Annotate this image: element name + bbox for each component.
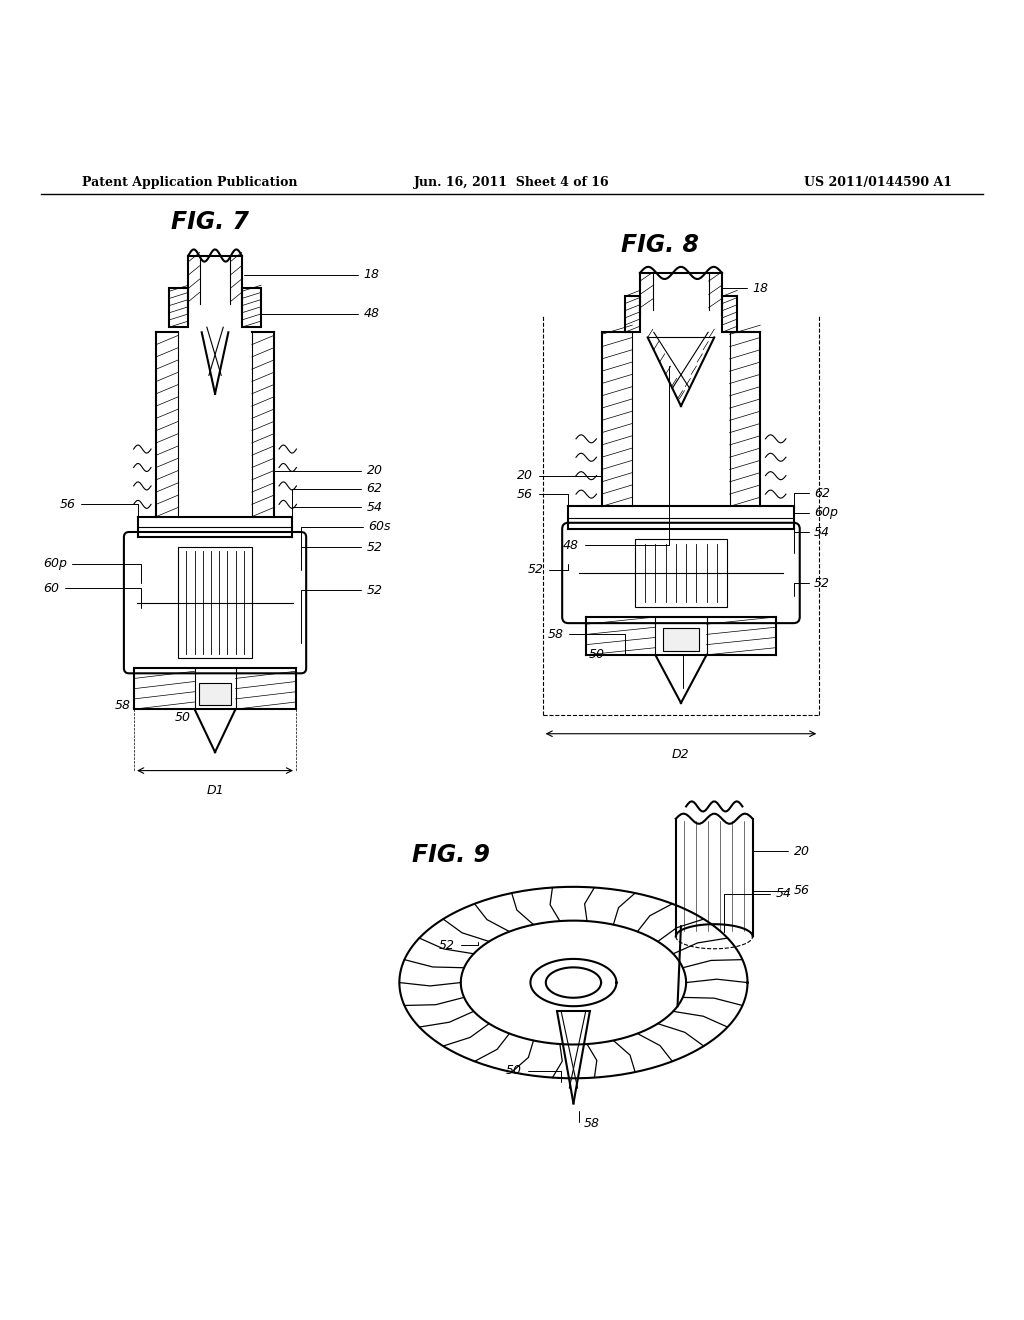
Text: 52: 52: [301, 583, 383, 643]
Text: 50: 50: [174, 711, 190, 723]
Text: 56: 56: [753, 884, 810, 899]
Text: US 2011/0144590 A1: US 2011/0144590 A1: [804, 177, 952, 189]
Text: 58: 58: [579, 1111, 600, 1130]
Text: FIG. 7: FIG. 7: [171, 210, 249, 234]
Text: 60s: 60s: [301, 520, 391, 570]
Text: 56: 56: [59, 498, 138, 521]
Text: 54: 54: [724, 887, 792, 932]
Text: D2: D2: [672, 748, 690, 762]
Text: 20: 20: [517, 458, 602, 482]
Text: 60p: 60p: [794, 506, 838, 553]
Text: 50: 50: [506, 1064, 561, 1082]
FancyBboxPatch shape: [562, 523, 800, 623]
Bar: [663, 628, 699, 651]
Text: 62: 62: [794, 487, 830, 506]
Text: 58: 58: [548, 628, 625, 655]
Text: FIG. 9: FIG. 9: [412, 842, 489, 866]
Text: Patent Application Publication: Patent Application Publication: [82, 177, 297, 189]
Text: 20: 20: [274, 465, 383, 483]
FancyBboxPatch shape: [124, 532, 306, 673]
Bar: [178, 548, 252, 657]
Text: 52: 52: [527, 564, 568, 577]
Text: 54: 54: [292, 500, 383, 532]
Text: 60: 60: [43, 582, 141, 609]
Text: 18: 18: [722, 281, 769, 294]
Text: 62: 62: [292, 483, 383, 519]
Text: 20: 20: [753, 845, 810, 869]
Text: 58: 58: [115, 698, 131, 711]
Bar: [635, 539, 727, 607]
Text: D1: D1: [206, 784, 224, 797]
Text: 52: 52: [301, 541, 383, 554]
Text: 50: 50: [589, 648, 683, 688]
Bar: [169, 288, 188, 327]
Bar: [722, 297, 737, 333]
Text: 54: 54: [794, 525, 830, 539]
Text: 52: 52: [794, 577, 830, 595]
Text: 60p: 60p: [43, 557, 141, 583]
Text: 52: 52: [439, 939, 477, 952]
Text: 56: 56: [517, 487, 568, 513]
Text: 48: 48: [261, 308, 380, 321]
Text: 18: 18: [244, 268, 380, 281]
Text: Jun. 16, 2011  Sheet 4 of 16: Jun. 16, 2011 Sheet 4 of 16: [414, 177, 610, 189]
Text: 48: 48: [563, 366, 669, 552]
Bar: [199, 682, 231, 705]
Text: FIG. 8: FIG. 8: [622, 234, 699, 257]
Bar: [242, 288, 261, 327]
Bar: [625, 297, 640, 333]
